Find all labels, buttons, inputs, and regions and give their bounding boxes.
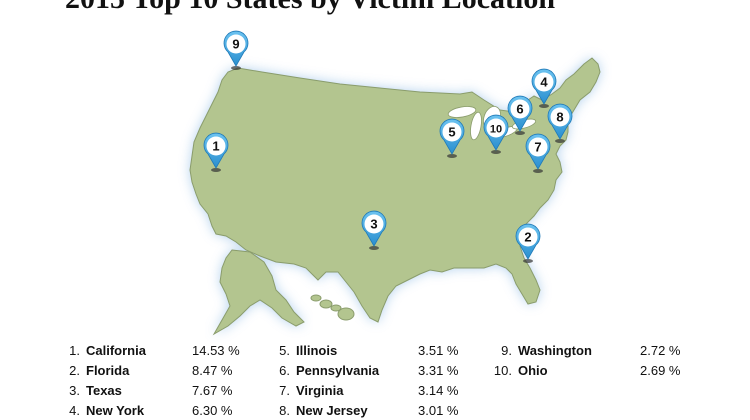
legend-item: 4. New York 6.30 % (58, 403, 232, 418)
hawaii-islands (310, 294, 355, 321)
legend-rank: 4. (69, 403, 80, 418)
map-pin-label: 4 (540, 75, 548, 90)
map-pin-ohio[interactable]: 10 (483, 114, 509, 154)
legend-item: 3. Texas 7.67 % (58, 383, 232, 398)
legend-item: 7. Virginia 3.14 % (268, 383, 458, 398)
map-pin-new-jersey[interactable]: 8 (547, 103, 573, 143)
legend-rank: 3. (69, 383, 80, 398)
legend-percent: 3.51 % (418, 343, 459, 358)
map-title: 2015 Top 10 States by Victim Location (0, 0, 620, 16)
hawaii-island (310, 294, 322, 302)
map-pin-label: 10 (490, 124, 502, 136)
map-pin-new-york[interactable]: 4 (531, 68, 557, 108)
map-pin-face (518, 227, 538, 247)
legend-item: 5. Illinois 3.51 % (268, 343, 458, 358)
legend-state: Washington (518, 343, 592, 358)
map-pin-face (206, 136, 226, 156)
legend-item: 9. Washington 2.72 % (490, 343, 680, 358)
legend-percent: 3.14 % (418, 383, 459, 398)
lake (447, 106, 477, 118)
map-pin-face (486, 118, 506, 138)
legend-item: 1. California 14.53 % (58, 343, 240, 358)
map-pin-illinois[interactable]: 5 (439, 118, 465, 158)
hawaii-island (337, 307, 355, 321)
legend-state: Ohio (518, 363, 548, 378)
lake (470, 111, 482, 141)
map-pin-face (550, 107, 570, 127)
map-pin-label: 5 (448, 125, 455, 140)
map-pin-virginia[interactable]: 7 (525, 133, 551, 173)
map-pin-face (442, 122, 462, 142)
legend-state: Pennsylvania (296, 363, 380, 378)
hawaii-island (330, 304, 342, 312)
legend-state: Texas (86, 383, 122, 398)
map-pin-texas[interactable]: 3 (361, 210, 387, 250)
legend-state: Florida (86, 363, 130, 378)
legend-percent: 7.67 % (192, 383, 233, 398)
map-pin-florida[interactable]: 2 (515, 223, 541, 263)
map-pin-face (534, 72, 554, 92)
hawaii-island (319, 299, 333, 309)
legend-item: 10. Ohio 2.69 % (490, 363, 681, 378)
legend-percent: 3.01 % (418, 403, 459, 418)
legend-item: 2. Florida 8.47 % (58, 363, 232, 378)
legend-rank: 8. (279, 403, 290, 418)
legend-state: New York (86, 403, 145, 418)
map-pin-face (226, 34, 246, 54)
legend-percent: 3.31 % (418, 363, 459, 378)
map-pin-face (364, 214, 384, 234)
map-pin-california[interactable]: 1 (203, 132, 229, 172)
legend-state: New Jersey (296, 403, 368, 418)
map-pin-label: 7 (534, 140, 541, 155)
legend-percent: 2.69 % (640, 363, 681, 378)
map-pin-pennsylvania[interactable]: 6 (507, 95, 533, 135)
alaska-landmass (212, 249, 305, 336)
legend-rank: 2. (69, 363, 80, 378)
map-pin-label: 2 (524, 230, 531, 245)
legend-percent: 2.72 % (640, 343, 681, 358)
legend-percent: 8.47 % (192, 363, 233, 378)
map-pin-face (510, 99, 530, 119)
map-pin-washington[interactable]: 9 (223, 30, 249, 70)
legend-rank: 1. (69, 343, 80, 358)
legend-state: Illinois (296, 343, 338, 358)
legend-percent: 14.53 % (192, 343, 240, 358)
legend-state: Virginia (296, 383, 344, 398)
legend-item: 6. Pennsylvania 3.31 % (268, 363, 458, 378)
legend-rank: 9. (501, 343, 512, 358)
legend-rank: 5. (279, 343, 290, 358)
legend-percent: 6.30 % (192, 403, 233, 418)
legend-rank: 7. (279, 383, 290, 398)
legend-state: California (86, 343, 146, 358)
map-pin-label: 9 (232, 37, 239, 52)
map-pin-label: 8 (556, 110, 563, 125)
map-pin-label: 1 (212, 139, 219, 154)
map-pin-face (528, 137, 548, 157)
legend-rank: 10. (493, 363, 512, 378)
map-pin-label: 3 (370, 217, 377, 232)
map-pin-label: 6 (516, 102, 523, 117)
legend-rank: 6. (279, 363, 290, 378)
legend-item: 8. New Jersey 3.01 % (268, 403, 458, 418)
